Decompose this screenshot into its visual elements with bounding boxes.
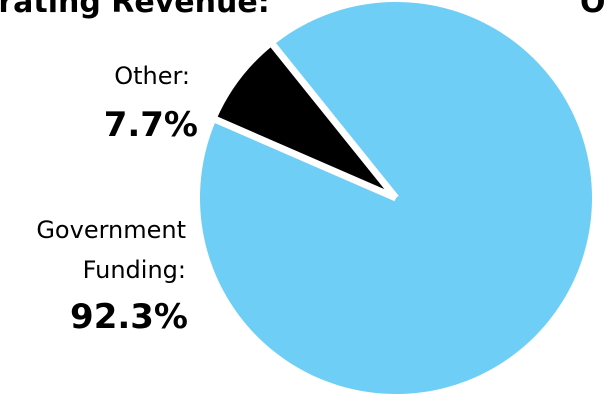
slice-label-other: Other: 7.7%	[104, 62, 198, 145]
slice-separator	[211, 115, 398, 202]
slice-name-line: Funding:	[83, 256, 186, 284]
slice-label-government-funding: Government Funding: 92.3%	[36, 216, 188, 337]
pie-slices	[200, 1, 593, 394]
chart-title-right: O	[580, 0, 605, 20]
slice-value-label: 7.7%	[104, 105, 198, 145]
pie-slice-1	[200, 1, 593, 394]
slice-name-line: Government	[36, 216, 186, 244]
pie-slice-0	[216, 45, 396, 199]
chart-title-left: erating Revenue:	[0, 0, 270, 20]
slice-value-label: 92.3%	[70, 297, 188, 337]
slice-name-line: Other:	[114, 62, 190, 90]
slice-separator	[268, 39, 399, 201]
